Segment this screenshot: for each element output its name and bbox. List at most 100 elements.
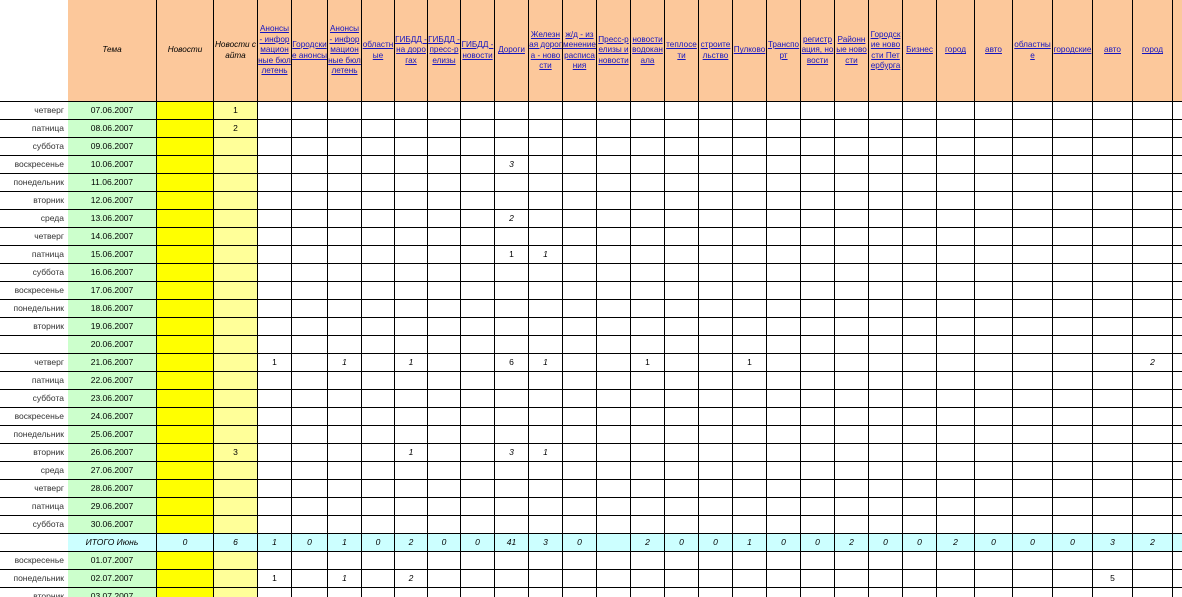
data-cell[interactable] [869, 120, 903, 138]
column-header-label[interactable]: теплосети [666, 40, 697, 60]
data-cell[interactable] [1133, 480, 1173, 498]
data-cell[interactable] [258, 228, 292, 246]
data-cell[interactable] [631, 246, 665, 264]
data-cell[interactable]: 1 [328, 570, 362, 588]
data-cell[interactable] [563, 156, 597, 174]
data-cell[interactable] [563, 246, 597, 264]
data-cell[interactable] [869, 336, 903, 354]
data-cell[interactable] [631, 336, 665, 354]
data-cell[interactable] [292, 480, 328, 498]
data-cell[interactable] [869, 192, 903, 210]
data-cell[interactable] [529, 516, 563, 534]
data-cell[interactable] [214, 354, 258, 372]
data-cell[interactable] [292, 138, 328, 156]
data-cell[interactable] [495, 282, 529, 300]
data-cell[interactable] [665, 372, 699, 390]
data-cell[interactable] [801, 480, 835, 498]
data-cell[interactable] [937, 480, 975, 498]
data-cell[interactable] [529, 210, 563, 228]
data-cell[interactable] [395, 336, 428, 354]
column-header[interactable]: город [937, 0, 975, 102]
data-cell[interactable] [461, 318, 495, 336]
data-cell[interactable] [258, 318, 292, 336]
data-cell[interactable] [699, 156, 733, 174]
column-header[interactable]: Районные новости [835, 0, 869, 102]
data-cell[interactable] [903, 318, 937, 336]
data-cell[interactable] [1093, 102, 1133, 120]
data-cell[interactable] [903, 282, 937, 300]
data-cell[interactable] [292, 318, 328, 336]
data-cell[interactable] [461, 300, 495, 318]
data-cell[interactable] [214, 264, 258, 282]
data-cell[interactable] [801, 156, 835, 174]
data-cell[interactable] [1013, 300, 1053, 318]
data-cell[interactable] [767, 588, 801, 597]
data-cell[interactable] [328, 408, 362, 426]
data-cell[interactable] [1173, 138, 1182, 156]
data-cell[interactable] [903, 498, 937, 516]
column-header[interactable]: ж/д - изменение расписания [563, 0, 597, 102]
data-cell[interactable] [258, 246, 292, 264]
data-cell[interactable] [328, 210, 362, 228]
data-cell[interactable] [631, 210, 665, 228]
column-header-label[interactable]: новости водоканала [632, 34, 663, 65]
data-cell[interactable] [903, 588, 937, 597]
data-cell[interactable] [767, 408, 801, 426]
data-cell[interactable] [157, 318, 214, 336]
data-cell[interactable]: 1 [495, 246, 529, 264]
data-cell[interactable] [157, 516, 214, 534]
column-header-label[interactable]: Районные новости [836, 34, 867, 65]
data-cell[interactable] [835, 570, 869, 588]
column-header-label[interactable]: Пресс-релизы и новости [598, 34, 629, 65]
data-cell[interactable] [461, 444, 495, 462]
data-cell[interactable] [157, 480, 214, 498]
data-cell[interactable] [665, 210, 699, 228]
data-cell[interactable] [835, 498, 869, 516]
data-cell[interactable] [975, 390, 1013, 408]
data-cell[interactable] [529, 426, 563, 444]
data-cell[interactable] [937, 408, 975, 426]
data-cell[interactable] [631, 552, 665, 570]
data-cell[interactable] [214, 462, 258, 480]
data-cell[interactable] [362, 228, 395, 246]
data-cell[interactable] [597, 282, 631, 300]
data-cell[interactable] [835, 282, 869, 300]
data-cell[interactable] [699, 462, 733, 480]
data-cell[interactable] [258, 408, 292, 426]
data-cell[interactable] [767, 462, 801, 480]
data-cell[interactable] [767, 390, 801, 408]
data-cell[interactable] [665, 498, 699, 516]
data-cell[interactable]: 1 [395, 354, 428, 372]
data-cell[interactable] [1053, 570, 1093, 588]
data-cell[interactable] [157, 300, 214, 318]
date-cell[interactable]: 13.06.2007 [68, 210, 157, 228]
data-cell[interactable] [495, 138, 529, 156]
data-cell[interactable] [1093, 336, 1133, 354]
data-cell[interactable] [1093, 516, 1133, 534]
data-cell[interactable] [631, 192, 665, 210]
data-cell[interactable] [495, 120, 529, 138]
data-cell[interactable] [157, 372, 214, 390]
data-cell[interactable] [597, 516, 631, 534]
data-cell[interactable] [767, 444, 801, 462]
data-cell[interactable] [903, 372, 937, 390]
data-cell[interactable] [733, 174, 767, 192]
data-cell[interactable] [214, 588, 258, 597]
data-cell[interactable] [328, 444, 362, 462]
data-cell[interactable] [767, 354, 801, 372]
data-cell[interactable] [801, 516, 835, 534]
data-cell[interactable] [529, 390, 563, 408]
data-cell[interactable] [1133, 462, 1173, 480]
data-cell[interactable] [1013, 426, 1053, 444]
data-cell[interactable] [428, 282, 461, 300]
data-cell[interactable] [835, 192, 869, 210]
corner-cell[interactable] [0, 0, 68, 102]
data-cell[interactable] [157, 102, 214, 120]
data-cell[interactable] [1053, 588, 1093, 597]
data-cell[interactable] [495, 300, 529, 318]
data-cell[interactable] [869, 426, 903, 444]
column-header[interactable]: Тема [68, 0, 157, 102]
data-cell[interactable] [869, 480, 903, 498]
data-cell[interactable] [597, 210, 631, 228]
data-cell[interactable] [214, 390, 258, 408]
